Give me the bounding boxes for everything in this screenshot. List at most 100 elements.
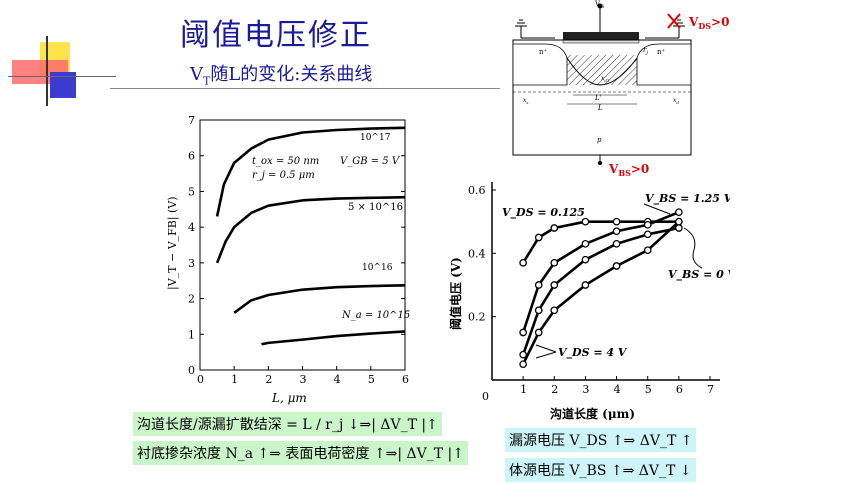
n-plus-source: n⁺ (539, 48, 548, 56)
subtitle-sub: T (203, 74, 211, 88)
series-line-3 (521, 220, 680, 365)
page-title: 阈值电压修正 (180, 18, 372, 53)
x-tick-label: 1 (231, 373, 238, 386)
chart-vt-vs-length: 0 1 2 3 4 5 6 0 1 2 3 4 5 6 7 L, μm |V_T − V_FB| (V) t_ox… (166, 114, 410, 405)
series-line-1 (215, 195, 406, 264)
x-tick-label: 3 (300, 373, 307, 386)
series-label-1e15: N_a = 10^15 (341, 310, 410, 321)
y-tick-label: 4 (188, 221, 195, 234)
x-axis-label: 沟道长度 (μm) (550, 406, 635, 420)
n-plus-drain: n⁺ (657, 48, 666, 56)
annotation-tox: t_ox = 50 nm (252, 156, 319, 167)
series-line-0 (215, 126, 406, 217)
x-tick-label: 4 (614, 383, 621, 396)
pointer-vds-4 (535, 344, 557, 359)
note-vbs: 体源电压 V_BS ↑⇒ ΔV_T ↓ (505, 458, 696, 482)
vbs-note: VBS>0 (608, 162, 649, 178)
series-label-5e16: 5 × 10^16 (348, 202, 403, 213)
data-point (534, 233, 543, 242)
y-axis-label: 阈值电压 (V) (448, 257, 463, 330)
series-line-2 (233, 284, 406, 314)
x-tick-label: 5 (368, 373, 375, 386)
data-point (534, 328, 543, 337)
data-point (519, 360, 527, 369)
y-tick-label: 5 (188, 185, 195, 198)
y-tick-label: 3 (188, 257, 195, 270)
y-tick-label: 2 (188, 293, 195, 306)
chart-threshold-vs-channel: 1 2 3 4 5 6 7 0.2 0.4 0.6 0 沟道长度 (μm) 阈值电压 (V) V_DS =… (448, 182, 730, 420)
data-point (612, 262, 621, 270)
mosfet-diagram: VG n⁺ n⁺ rj xdT L' L xs xd p VDS>0 VBS>0 (512, 0, 729, 178)
series-label-1e17: 10^17 (360, 133, 391, 143)
xs-label: xs (523, 97, 528, 105)
note-doping: 衬底掺杂浓度 N_a ↑⇒ 表面电荷密度 ↑⇒| ΔV_T |↑ (133, 441, 468, 465)
data-point (675, 208, 683, 217)
xd-label: xd (673, 97, 679, 105)
x-tick-label: 3 (582, 383, 589, 396)
y-tick-label: 1 (188, 328, 195, 341)
data-point (643, 246, 652, 255)
x-tick-label: 2 (265, 373, 272, 386)
data-point (612, 227, 621, 236)
data-point (519, 350, 527, 359)
logo-decoration (8, 36, 118, 106)
note-junction-depth: 沟道长度/源漏扩散结深 = L / r_j ↓⇒| ΔV_T |↑ (133, 412, 442, 436)
x-axis-label: L, μm (271, 391, 307, 405)
annotation-vgb: V_GB = 5 V (340, 156, 401, 167)
data-point (581, 281, 590, 289)
series-line-3 (261, 330, 406, 346)
data-point (675, 224, 683, 232)
y-tick-label: 0.2 (468, 311, 486, 324)
data-point (643, 220, 652, 229)
subtitle-v: V (190, 64, 203, 85)
pointer-vbs-125 (643, 203, 671, 215)
y-tick-label: 7 (188, 114, 195, 127)
data-point (612, 239, 621, 248)
x-tick-label: 6 (402, 373, 409, 386)
red-x-icon (667, 13, 681, 29)
x-tick-label: 2 (551, 383, 558, 396)
data-point (612, 217, 621, 226)
x-tick-label: 4 (334, 373, 341, 386)
lprime-label: L' (594, 94, 602, 102)
y-tick-label: 0 (188, 364, 195, 377)
annotation-vds-4: V_DS = 4 V (558, 346, 628, 360)
l-label: L (597, 104, 603, 112)
data-point (581, 217, 590, 226)
y-axis-label: |V_T − V_FB| (V) (166, 196, 180, 290)
data-point (550, 306, 559, 315)
rj-label: rj (643, 46, 648, 56)
pointer-vbs-0 (683, 227, 703, 269)
x-tick-label: 5 (645, 383, 652, 396)
x-tick-label: 6 (676, 383, 683, 396)
series-line-1 (521, 210, 680, 333)
data-point (581, 255, 590, 264)
data-point (581, 239, 590, 248)
title-divider (110, 88, 500, 89)
data-point (534, 281, 543, 289)
origin-label: 0 (482, 390, 489, 403)
note-vds: 漏源电压 V_DS ↑⇒ ΔV_T ↑ (505, 428, 697, 452)
vg-label: VG (594, 0, 604, 10)
data-point (519, 258, 527, 267)
series-label-1e16: 10^16 (362, 263, 393, 273)
subtitle-rest: 随L的变化:关系曲线 (210, 64, 373, 85)
data-point (550, 224, 559, 232)
y-tick-label: 6 (188, 150, 195, 163)
data-point (550, 258, 559, 267)
data-point (675, 217, 683, 226)
x-tick-label: 0 (197, 373, 204, 386)
y-tick-label: 0.4 (468, 247, 486, 260)
xdt-label: xdT (601, 75, 610, 83)
vds-note: VDS>0 (688, 15, 729, 31)
page-subtitle: VT随L的变化:关系曲线 (190, 60, 372, 88)
data-point (550, 281, 559, 289)
x-tick-label: 7 (707, 383, 714, 396)
x-tick-label: 1 (520, 383, 527, 396)
series-line-2 (521, 226, 680, 356)
data-point (643, 230, 652, 239)
data-point (519, 328, 527, 337)
p-substrate-label: p (597, 136, 602, 144)
annotation-vds-0125: V_DS = 0.125 (502, 206, 585, 220)
data-point (534, 306, 543, 315)
